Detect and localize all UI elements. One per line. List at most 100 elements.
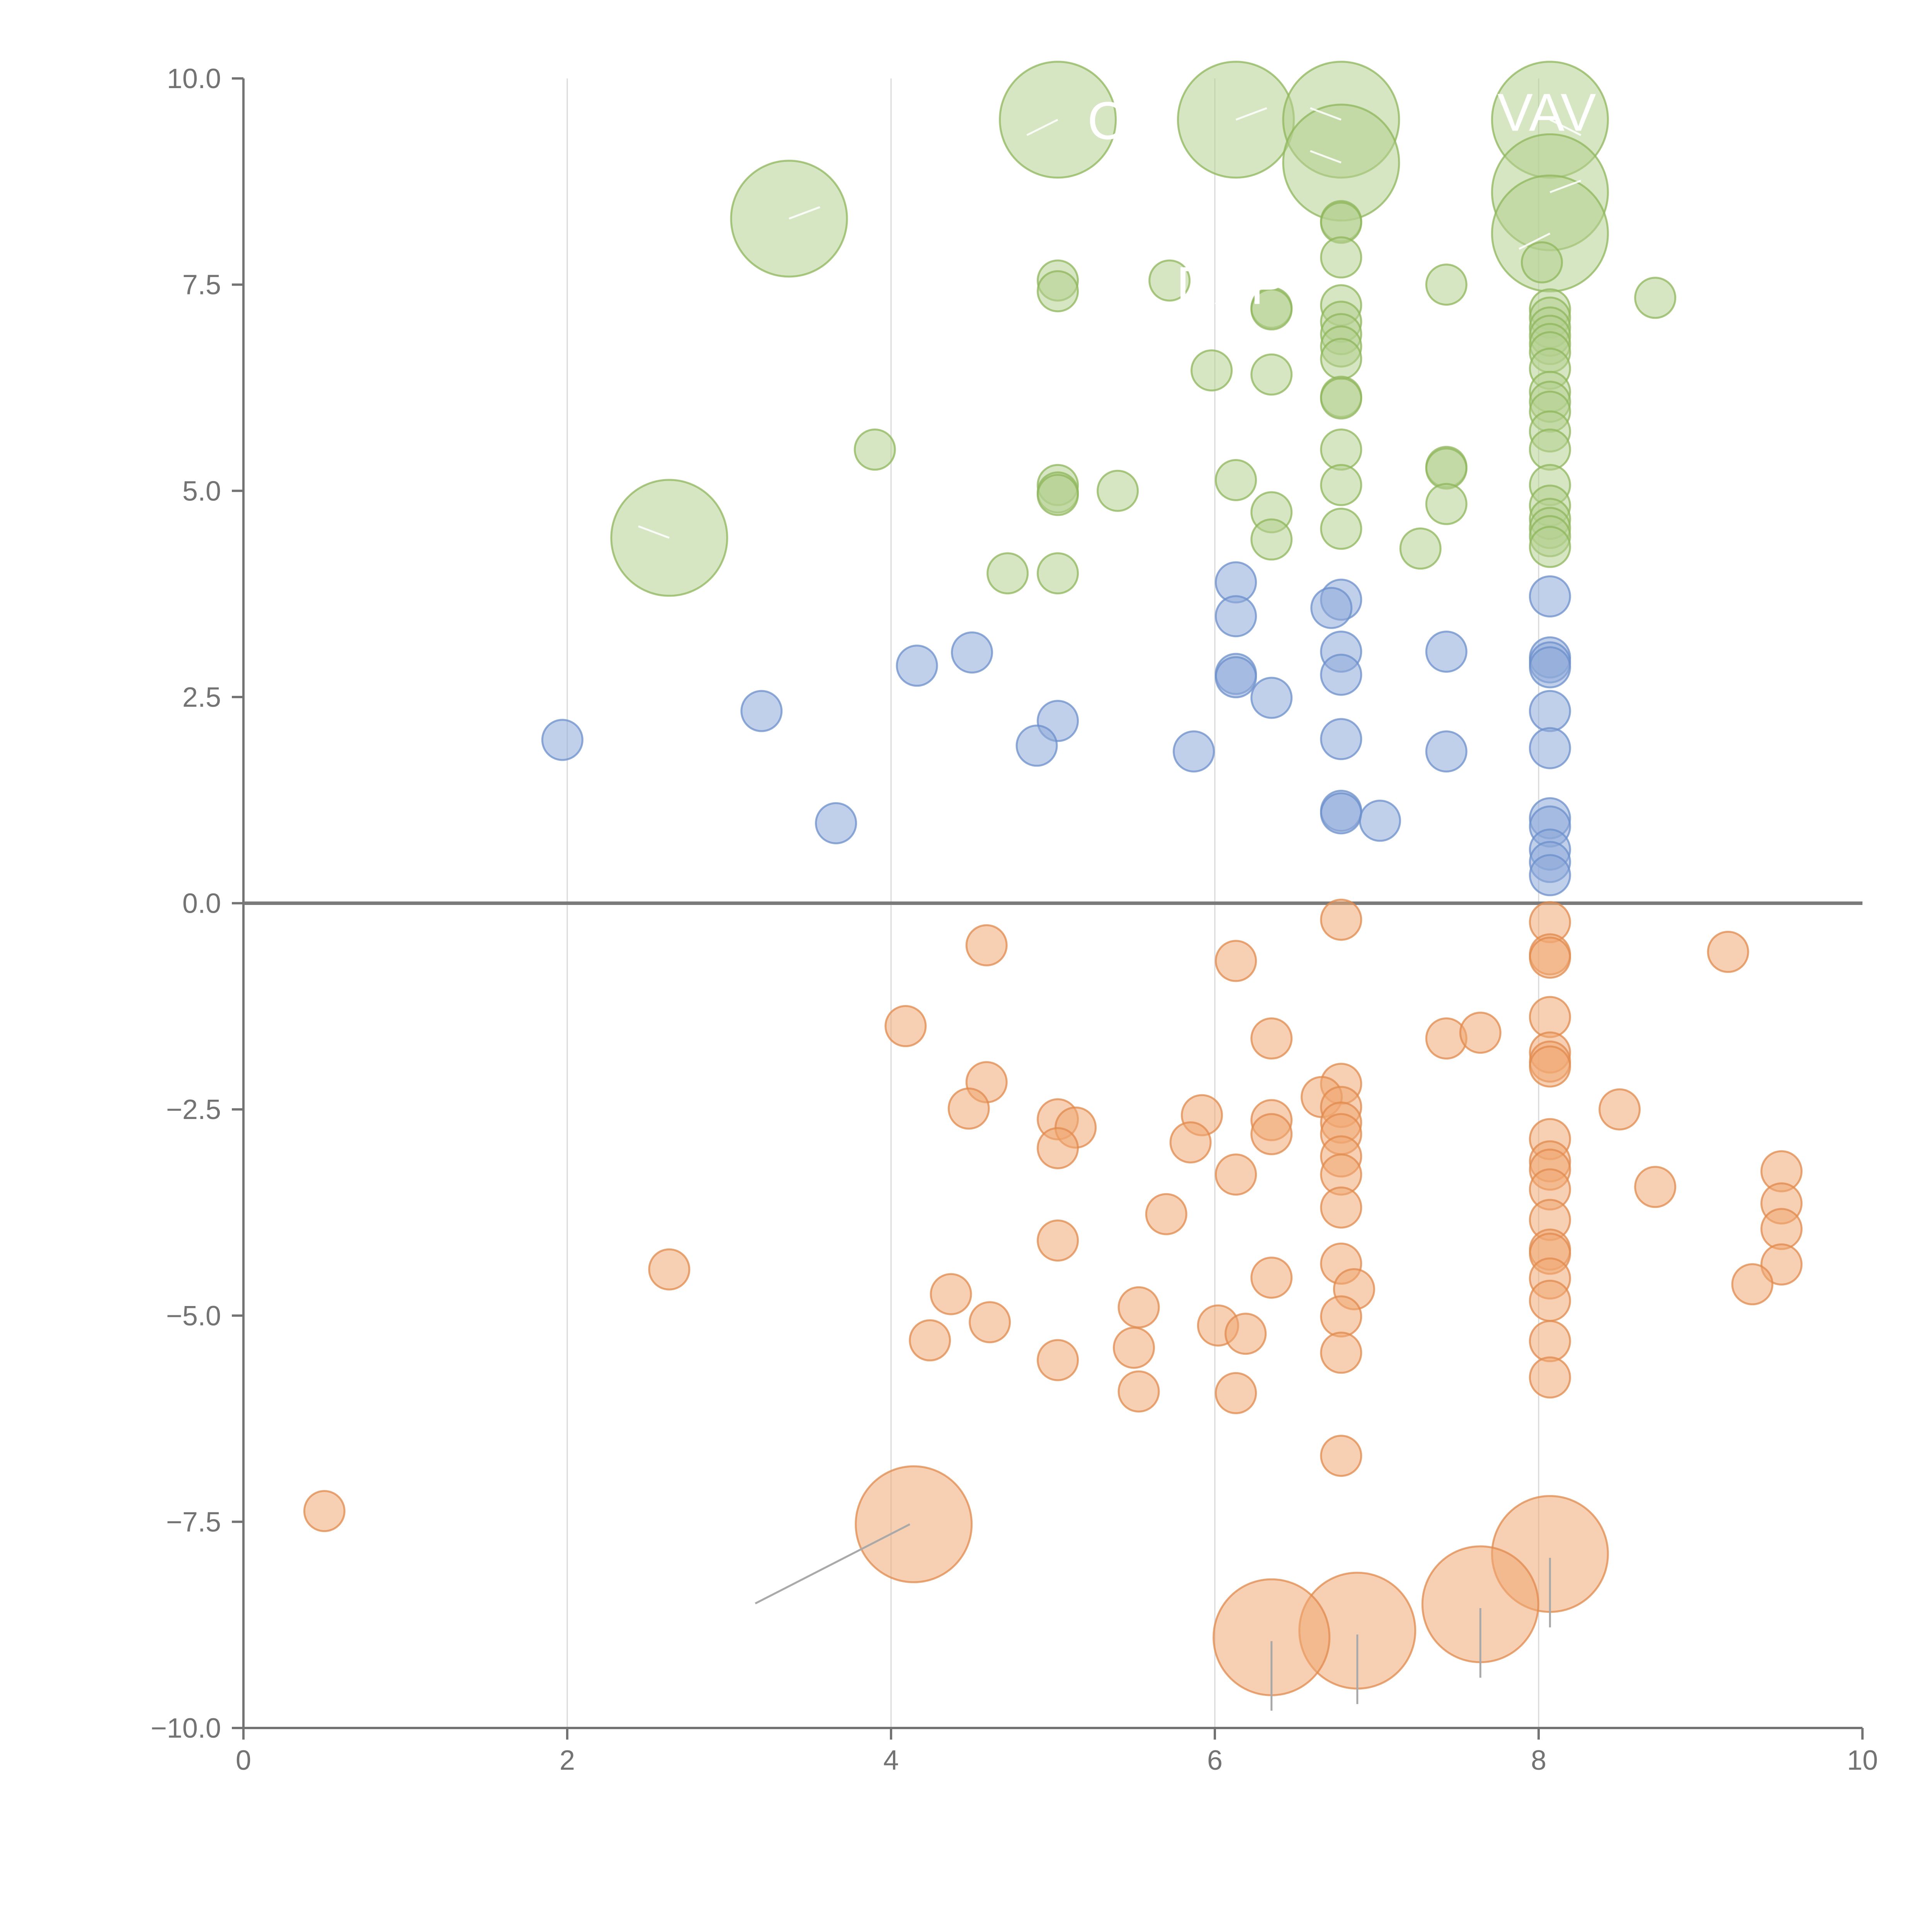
green-bubble (1037, 552, 1079, 595)
x-tick-label: 2 (560, 1745, 575, 1776)
green-bubble (1250, 518, 1293, 561)
orange-bubble (1214, 1372, 1257, 1414)
orange-bubble (1117, 1286, 1160, 1328)
blue-bubble (1529, 575, 1571, 617)
blue-bubble (815, 802, 857, 844)
blue-bubble (1310, 587, 1353, 629)
orange-bubble (1760, 1243, 1803, 1286)
orange-bubble (1529, 1045, 1571, 1088)
orange-bubble (1117, 1370, 1160, 1413)
orange-bubble (1459, 1012, 1502, 1054)
label-leader-line (789, 206, 820, 220)
blue-bubble (1015, 724, 1058, 767)
y-tick-label: 7.5 (182, 270, 221, 301)
green-bubble (1320, 507, 1362, 550)
green-bubble (1148, 259, 1191, 302)
green-bubble (1529, 526, 1571, 568)
x-tick-label: 0 (236, 1745, 251, 1776)
orange-bubble (1169, 1121, 1212, 1164)
blue-bubble (1529, 690, 1571, 732)
bubble-label-dapt: DAPT (1176, 256, 1318, 316)
label-leader-line (638, 525, 670, 539)
green-bubble (1399, 527, 1442, 570)
orange-bubble (1707, 930, 1749, 973)
green-bubble (1634, 277, 1677, 319)
orange-bubble (648, 1248, 690, 1291)
y-tick-label: −2.5 (166, 1094, 221, 1125)
orange-bubble (1529, 1279, 1571, 1322)
blue-bubble (1529, 727, 1571, 769)
green-bubble (1320, 236, 1362, 279)
green-bubble (1320, 338, 1362, 380)
orange-bubble (1529, 1356, 1571, 1399)
orange-bubble (1037, 1339, 1079, 1381)
blue-bubble (1320, 792, 1362, 835)
orange-bubble (1320, 1295, 1362, 1338)
orange-bubble (855, 1465, 973, 1583)
orange-bubble (1037, 1127, 1079, 1169)
blue-bubble (1214, 656, 1257, 699)
blue-bubble (1529, 854, 1571, 896)
bubble-label-vav: VAV (1497, 83, 1596, 142)
orange-bubble (965, 924, 1008, 966)
orange-bubble (1634, 1166, 1677, 1208)
x-tick-label: 10 (1847, 1745, 1878, 1776)
blue-bubble (951, 631, 993, 674)
label-leader-line (1549, 180, 1582, 193)
orange-bubble (1529, 936, 1571, 979)
blue-bubble (1529, 646, 1571, 689)
x-tick-label: 6 (1207, 1745, 1223, 1776)
y-tick-label: 2.5 (182, 682, 221, 713)
green-bubble (1037, 474, 1079, 516)
orange-bubble (1113, 1327, 1155, 1369)
axis-layer (242, 78, 1862, 1729)
green-bubble (1529, 429, 1571, 471)
orange-bubble (1731, 1263, 1774, 1306)
orange-bubble (1250, 1113, 1293, 1155)
tick-layer: 0 2 4 6 8 10 10.0 7.5 5.0 2.5 0.0 −2.5 −… (151, 63, 1878, 1776)
y-tick-label: −5.0 (166, 1301, 221, 1332)
blue-bubble (1359, 799, 1401, 842)
orange-bubble (1145, 1193, 1187, 1235)
x-tick-label: 8 (1531, 1745, 1546, 1776)
orange-bubble (930, 1273, 972, 1315)
orange-bubble (1250, 1257, 1293, 1299)
orange-bubble (1320, 1435, 1362, 1477)
label-leader-line (1235, 107, 1267, 121)
green-bubble (1190, 349, 1233, 392)
bubble-label-cr: CR (1087, 91, 1164, 151)
blue-bubble (1320, 653, 1362, 696)
green-bubble (1425, 447, 1468, 490)
label-leader-line (1026, 119, 1058, 136)
blue-bubble (1173, 730, 1215, 773)
blue-bubble (1250, 677, 1293, 719)
orange-bubble (1214, 940, 1257, 982)
orange-bubble (1760, 1208, 1803, 1250)
green-bubble (1037, 270, 1079, 313)
green-bubble (854, 429, 896, 471)
green-bubble (1320, 464, 1362, 506)
blue-bubble (1214, 595, 1257, 638)
y-tick-label: −7.5 (166, 1507, 221, 1537)
label-leader-line (1549, 119, 1582, 136)
green-bubble (1250, 353, 1293, 396)
orange-bubble (1250, 1017, 1293, 1060)
orange-bubble (1529, 996, 1571, 1038)
y-tick-label: 0.0 (182, 888, 221, 919)
label-leader-line (1310, 150, 1342, 164)
label-leader-line (1519, 233, 1551, 250)
blue-bubble (896, 645, 938, 687)
orange-bubble (947, 1087, 990, 1130)
blue-bubble (740, 690, 783, 732)
orange-bubble (969, 1301, 1011, 1344)
label-leader-line (755, 1523, 910, 1605)
green-bubble (986, 552, 1029, 595)
blue-bubble (1425, 630, 1468, 673)
orange-bubble (1037, 1219, 1079, 1262)
orange-bubble (909, 1319, 951, 1362)
green-bubble (1425, 264, 1468, 306)
label-leader-line (1310, 107, 1342, 121)
orange-bubble (1214, 1153, 1257, 1196)
